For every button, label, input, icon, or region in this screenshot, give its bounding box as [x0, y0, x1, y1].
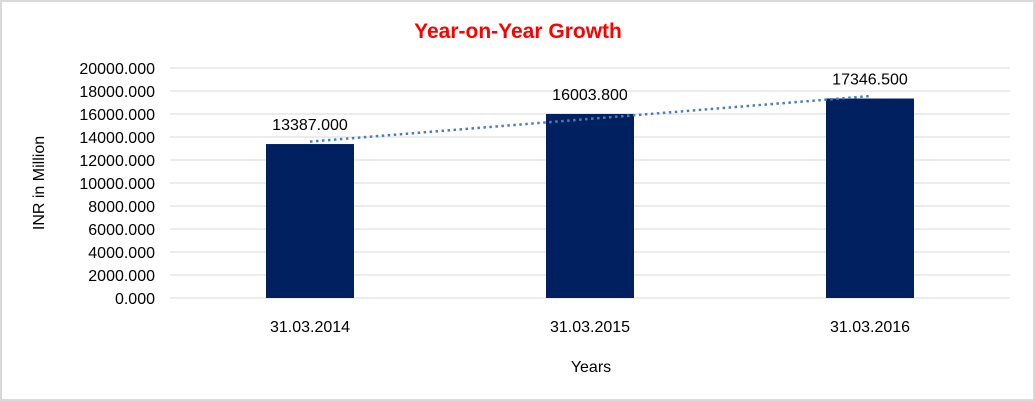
y-tick-label: 20000.000: [79, 61, 155, 78]
data-label: 16003.800: [552, 87, 628, 104]
x-axis-label: Years: [571, 359, 611, 376]
chart-title: Year-on-Year Growth: [414, 20, 622, 43]
y-tick-label: 8000.000: [88, 199, 155, 216]
y-tick-label: 14000.000: [79, 130, 155, 147]
y-tick-label: 18000.000: [79, 84, 155, 101]
y-tick-label: 12000.000: [79, 153, 155, 170]
bar: [266, 144, 354, 298]
bar: [826, 98, 914, 298]
x-tick-label: 31.03.2015: [550, 319, 630, 336]
y-tick-label: 2000.000: [88, 268, 155, 285]
y-tick-label: 10000.000: [79, 176, 155, 193]
data-label: 17346.500: [832, 72, 908, 89]
y-tick-label: 6000.000: [88, 222, 155, 239]
y-tick-label: 4000.000: [88, 245, 155, 262]
y-axis-label: INR in Million: [31, 136, 48, 230]
bar: [546, 113, 634, 298]
trendline: [309, 94, 871, 143]
x-tick-label: 31.03.2014: [270, 319, 350, 336]
x-tick-label: 31.03.2016: [830, 319, 910, 336]
y-tick-label: 16000.000: [79, 107, 155, 124]
y-tick-label: 0.000: [115, 291, 155, 308]
data-label: 13387.000: [272, 117, 348, 134]
